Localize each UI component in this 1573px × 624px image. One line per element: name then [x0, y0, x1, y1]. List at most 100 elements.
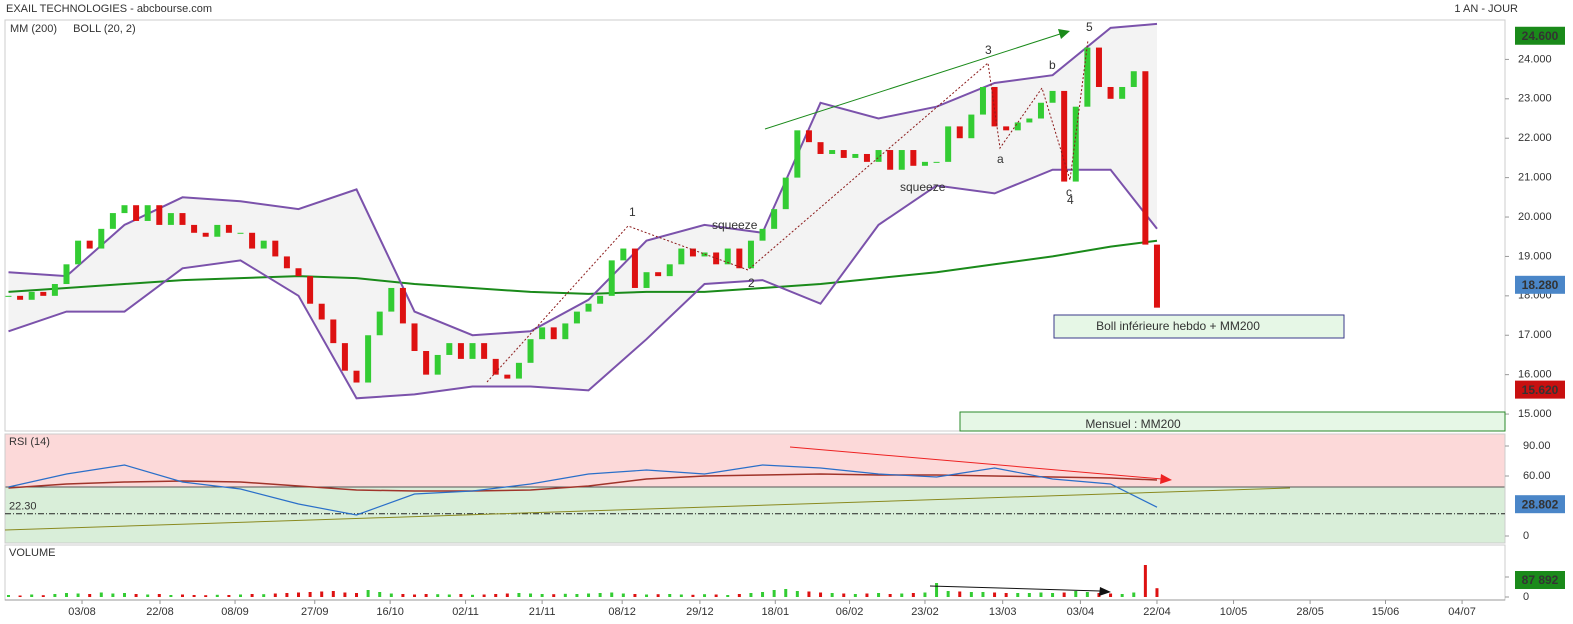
volume-bar [517, 593, 521, 597]
candle [643, 272, 650, 288]
volume-bar [529, 593, 533, 597]
candle [63, 264, 70, 285]
volume-bar [621, 593, 625, 597]
x-tick-label: 03/08 [68, 606, 96, 618]
volume-bar [1155, 588, 1159, 597]
trend-line [789, 446, 1163, 480]
wave-label: 2 [748, 276, 755, 290]
candle [202, 232, 209, 237]
volume-bar [795, 591, 799, 597]
candle [747, 240, 754, 269]
candle [701, 252, 708, 257]
candle [272, 240, 279, 257]
note-text: Mensuel : MM200 [1085, 417, 1181, 431]
volume-bar [819, 592, 823, 597]
volume-bar [99, 592, 103, 597]
y-tick-label: 16.000 [1518, 369, 1552, 381]
candle [863, 153, 870, 162]
candle [365, 335, 372, 383]
candle [446, 343, 453, 355]
volume-bar [552, 594, 556, 597]
volume-bar [900, 593, 904, 597]
volume-bar [911, 593, 915, 597]
indicator-line [8, 22, 1158, 337]
volume-bar [285, 593, 289, 597]
candle [1072, 106, 1079, 182]
squeeze-label: squeeze [900, 180, 946, 194]
candle [307, 276, 314, 304]
candle [1095, 47, 1102, 87]
volume-bar [1027, 593, 1031, 597]
x-tick-label: 21/11 [529, 606, 556, 618]
candle [434, 354, 441, 375]
candle [341, 343, 348, 371]
x-tick-label: 29/12 [686, 606, 714, 618]
candle [794, 130, 801, 178]
volume-bar [447, 594, 451, 597]
volume-bar [308, 592, 312, 597]
candle [771, 209, 778, 229]
volume-bar [1004, 593, 1008, 597]
volume-bar [482, 594, 486, 597]
x-tick-label: 18/01 [762, 606, 790, 618]
level-label: 22.30 [9, 501, 37, 513]
volume-bar [1051, 593, 1055, 597]
candle [805, 130, 812, 143]
candle [1014, 122, 1021, 131]
volume-bar [865, 593, 869, 597]
volume-bar [64, 593, 68, 597]
candle [109, 213, 116, 229]
volume-bar [18, 595, 22, 597]
volume-bar [169, 595, 173, 597]
x-tick-label: 06/02 [836, 606, 864, 618]
volume-bar [192, 595, 196, 597]
x-tick-label: 02/11 [452, 606, 479, 618]
volume-bar [888, 594, 892, 597]
candle [330, 319, 337, 344]
candle [133, 205, 140, 221]
volume-bar [413, 594, 417, 597]
volume-bar [946, 591, 950, 597]
volume-bar [227, 595, 231, 597]
candle [620, 248, 627, 261]
candle [1061, 90, 1068, 182]
candle [539, 327, 546, 340]
trend-line [764, 33, 1061, 130]
candle [260, 240, 267, 249]
candle [191, 224, 198, 233]
x-tick-label: 10/05 [1220, 606, 1248, 618]
page-title: EXAIL TECHNOLOGIES - abcbourse.com [6, 3, 212, 15]
volume-bar [981, 592, 985, 597]
candle [1037, 102, 1044, 119]
volume-bar [1120, 594, 1124, 597]
candle [399, 287, 406, 324]
candle [910, 150, 917, 166]
volume-bar [378, 592, 382, 597]
panel-title: VOLUME [9, 547, 55, 559]
candle [759, 228, 766, 241]
wave-label: 4 [1067, 193, 1074, 207]
wave-label: c [1066, 185, 1072, 199]
arrow-head [1160, 474, 1172, 484]
volume-bar [204, 595, 208, 597]
value-badge [1515, 380, 1565, 399]
volume-bar [587, 593, 591, 597]
volume-bar [993, 592, 997, 597]
volume-bar [1109, 593, 1113, 597]
candle [515, 362, 522, 379]
band-fill [8, 23, 1157, 399]
volume-bar [122, 593, 126, 597]
rsi-line [8, 464, 1158, 516]
volume-bar [366, 590, 370, 597]
volume-bar [157, 594, 161, 597]
volume-bar [842, 593, 846, 597]
volume-bar [703, 594, 707, 597]
volume-bar [215, 594, 219, 597]
y-tick-label: 20.000 [1518, 211, 1552, 223]
volume-bar [958, 591, 962, 597]
x-tick-label: 22/08 [146, 606, 174, 618]
x-tick-label: 13/03 [989, 606, 1017, 618]
volume-bar [471, 594, 475, 597]
x-tick-label: 15/06 [1372, 606, 1400, 618]
candle [423, 351, 430, 375]
